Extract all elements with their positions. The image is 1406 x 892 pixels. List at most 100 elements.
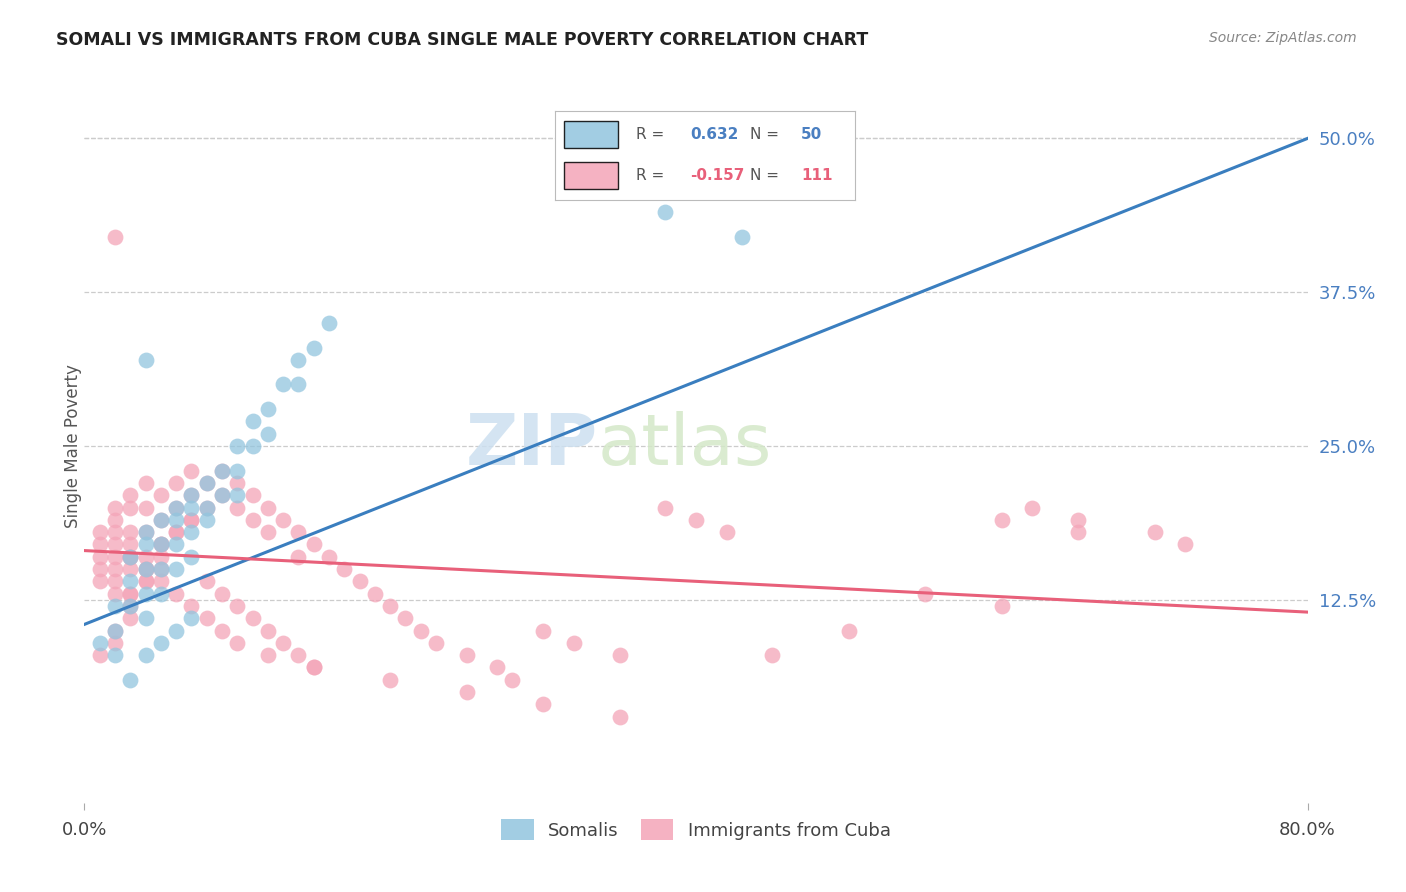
Point: [120, 574, 142, 589]
Point: [104, 500, 127, 515]
Point: [226, 488, 249, 502]
Point: [609, 648, 631, 662]
Point: [716, 525, 738, 540]
Point: [226, 599, 249, 613]
Point: [180, 611, 202, 625]
Point: [287, 525, 309, 540]
Point: [104, 624, 127, 638]
Point: [149, 636, 172, 650]
Point: [257, 525, 280, 540]
Point: [380, 599, 402, 613]
Point: [135, 562, 157, 576]
Point: [914, 587, 936, 601]
Point: [180, 500, 202, 515]
Point: [287, 549, 309, 564]
Point: [149, 537, 172, 551]
Point: [135, 611, 157, 625]
Point: [135, 587, 157, 601]
Point: [180, 488, 202, 502]
Point: [531, 698, 554, 712]
Point: [211, 464, 233, 478]
Point: [271, 377, 294, 392]
Point: [211, 587, 233, 601]
Point: [271, 513, 294, 527]
Point: [716, 180, 738, 194]
Point: [562, 636, 585, 650]
Point: [89, 549, 111, 564]
Text: SOMALI VS IMMIGRANTS FROM CUBA SINGLE MALE POVERTY CORRELATION CHART: SOMALI VS IMMIGRANTS FROM CUBA SINGLE MA…: [56, 31, 869, 49]
Point: [180, 599, 202, 613]
Point: [104, 537, 127, 551]
Point: [104, 648, 127, 662]
Point: [195, 500, 218, 515]
Point: [257, 426, 280, 441]
Point: [211, 488, 233, 502]
Point: [761, 648, 783, 662]
Text: atlas: atlas: [598, 411, 772, 481]
Point: [226, 636, 249, 650]
Point: [149, 488, 172, 502]
Point: [180, 513, 202, 527]
Point: [135, 562, 157, 576]
Point: [257, 624, 280, 638]
Point: [149, 549, 172, 564]
Point: [149, 574, 172, 589]
Point: [89, 648, 111, 662]
Point: [104, 636, 127, 650]
Point: [654, 205, 676, 219]
Point: [120, 525, 142, 540]
Point: [685, 513, 707, 527]
Point: [120, 549, 142, 564]
Point: [120, 599, 142, 613]
Point: [135, 500, 157, 515]
Point: [120, 549, 142, 564]
Point: [165, 562, 187, 576]
Point: [89, 562, 111, 576]
Point: [104, 562, 127, 576]
Point: [165, 525, 187, 540]
Point: [609, 709, 631, 723]
Point: [120, 549, 142, 564]
Point: [302, 660, 325, 674]
Point: [180, 549, 202, 564]
Point: [302, 660, 325, 674]
Point: [456, 648, 478, 662]
Point: [502, 673, 524, 687]
Point: [120, 488, 142, 502]
Point: [165, 500, 187, 515]
Point: [195, 475, 218, 490]
Point: [165, 475, 187, 490]
Point: [226, 464, 249, 478]
Point: [211, 488, 233, 502]
Point: [425, 636, 447, 650]
Point: [135, 648, 157, 662]
Point: [287, 352, 309, 367]
Point: [135, 475, 157, 490]
Point: [409, 624, 432, 638]
Point: [89, 525, 111, 540]
Point: [456, 685, 478, 699]
Point: [731, 230, 754, 244]
Point: [333, 562, 356, 576]
Point: [104, 230, 127, 244]
Point: [349, 574, 371, 589]
Point: [149, 537, 172, 551]
Y-axis label: Single Male Poverty: Single Male Poverty: [65, 364, 82, 528]
Point: [120, 587, 142, 601]
Point: [165, 525, 187, 540]
Point: [242, 414, 264, 428]
Point: [104, 574, 127, 589]
Point: [120, 599, 142, 613]
Text: ZIP: ZIP: [465, 411, 598, 481]
Point: [195, 500, 218, 515]
Point: [165, 513, 187, 527]
Point: [135, 562, 157, 576]
Point: [838, 624, 860, 638]
Point: [1143, 525, 1166, 540]
Point: [302, 537, 325, 551]
Point: [149, 537, 172, 551]
Point: [120, 562, 142, 576]
Point: [149, 513, 172, 527]
Point: [135, 525, 157, 540]
Point: [104, 587, 127, 601]
